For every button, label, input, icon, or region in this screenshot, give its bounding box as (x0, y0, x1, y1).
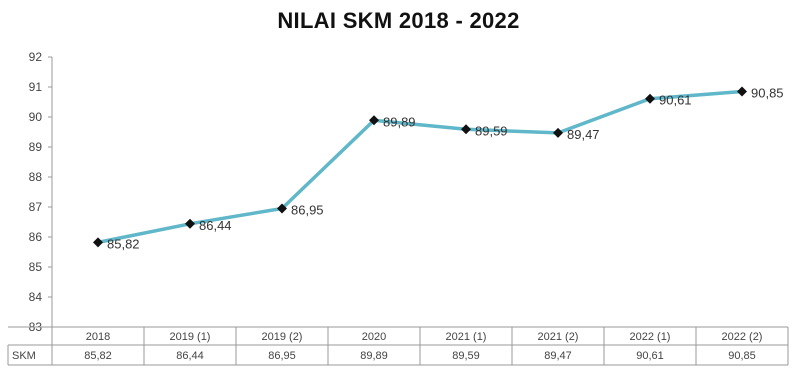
data-point-marker (553, 127, 563, 138)
data-point-marker (93, 237, 103, 248)
data-label: 89,59 (475, 123, 508, 138)
data-label: 85,82 (107, 236, 140, 251)
data-label: 90,85 (751, 86, 784, 101)
x-category-label: 2018 (86, 331, 110, 343)
x-category-label: 2022 (1) (630, 331, 671, 343)
y-tick-label: 85 (29, 260, 43, 274)
table-value-cell: 86,95 (268, 350, 296, 362)
table-series-name: SKM (12, 350, 36, 362)
table-value-cell: 90,85 (728, 350, 756, 362)
data-label: 89,89 (383, 114, 416, 129)
y-tick-label: 86 (29, 230, 43, 244)
data-label: 86,44 (199, 218, 232, 233)
x-category-label: 2020 (362, 331, 386, 343)
y-tick-label: 89 (29, 140, 43, 154)
data-point-marker (185, 218, 195, 229)
data-label: 89,47 (567, 127, 600, 142)
y-tick-label: 87 (29, 200, 43, 214)
data-point-marker (461, 124, 471, 135)
table-value-cell: 89,89 (360, 350, 388, 362)
data-point-marker (645, 93, 655, 104)
x-category-label: 2022 (2) (722, 331, 763, 343)
y-tick-label: 91 (29, 80, 43, 94)
table-value-cell: 89,59 (452, 350, 480, 362)
data-label: 90,61 (659, 93, 692, 108)
data-point-marker (277, 203, 287, 214)
y-tick-label: 90 (29, 110, 43, 124)
data-point-marker (369, 115, 379, 126)
table-value-cell: 86,44 (176, 350, 204, 362)
x-category-label: 2021 (2) (538, 331, 579, 343)
y-tick-label: 84 (29, 290, 43, 304)
x-category-label: 2019 (1) (170, 331, 211, 343)
x-category-label: 2019 (2) (262, 331, 303, 343)
data-point-marker (737, 86, 747, 97)
series-line-skm (96, 89, 744, 245)
data-label: 86,95 (291, 203, 324, 218)
y-tick-label: 88 (29, 170, 43, 184)
x-category-label: 2021 (1) (446, 331, 487, 343)
table-value-cell: 89,47 (544, 350, 572, 362)
table-value-cell: 85,82 (84, 350, 112, 362)
y-tick-label: 92 (29, 50, 43, 64)
table-value-cell: 90,61 (636, 350, 664, 362)
chart-title: NILAI SKM 2018 - 2022 (277, 8, 520, 33)
